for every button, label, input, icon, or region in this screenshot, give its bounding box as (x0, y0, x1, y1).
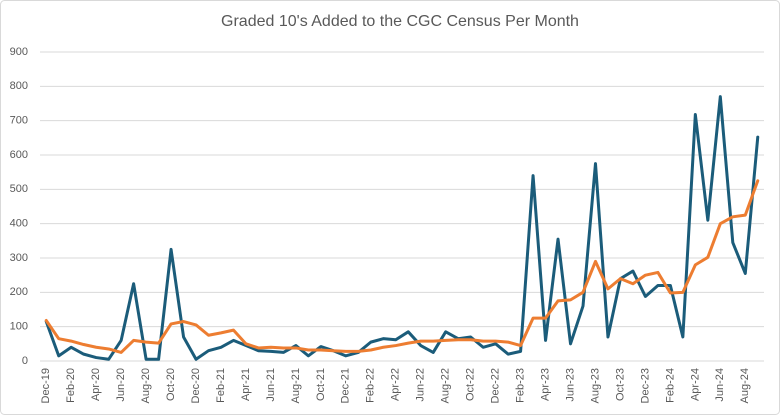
x-tick-label: Feb-20 (65, 368, 77, 403)
x-tick-label: Dec-19 (40, 368, 52, 403)
x-tick-label: Apr-24 (689, 368, 701, 401)
x-tick-label: Apr-23 (539, 368, 551, 401)
y-tick-label: 200 (10, 286, 28, 298)
x-tick-label: Jun-23 (564, 368, 576, 402)
y-tick-label: 500 (10, 183, 28, 195)
x-tick-label: Feb-23 (514, 368, 526, 403)
series-line (44, 95, 760, 361)
x-tick-label: Aug-23 (589, 368, 601, 403)
x-tick-label: Jun-20 (115, 368, 127, 402)
x-tick-label: Oct-23 (614, 368, 626, 401)
y-tick-label: 600 (10, 149, 28, 161)
x-tick-label: Dec-22 (490, 368, 502, 403)
chart-title: Graded 10's Added to the CGC Census Per … (221, 13, 579, 30)
series-line (44, 179, 760, 354)
y-tick-label: 300 (10, 252, 28, 264)
x-tick-label: Feb-24 (664, 368, 676, 403)
x-tick-label: Aug-22 (440, 368, 452, 403)
x-tick-label: Apr-21 (240, 368, 252, 401)
x-tick-label: Dec-23 (639, 368, 651, 403)
x-tick-label: Apr-20 (90, 368, 102, 401)
x-tick-label: Jun-24 (714, 368, 726, 402)
y-tick-label: 700 (10, 115, 28, 127)
x-tick-label: Jun-21 (265, 368, 277, 402)
x-tick-label: Dec-20 (190, 368, 202, 403)
y-tick-label: 900 (10, 46, 28, 58)
x-tick-label: Aug-20 (140, 368, 152, 403)
x-tick-label: Oct-21 (315, 368, 327, 401)
x-tick-label: Dec-21 (340, 368, 352, 403)
y-tick-label: 400 (10, 218, 28, 230)
x-tick-label: Oct-22 (465, 368, 477, 401)
x-tick-label: Aug-21 (290, 368, 302, 403)
x-tick-label: Jun-22 (415, 368, 427, 402)
x-tick-label: Feb-22 (365, 368, 377, 403)
x-tick-label: Aug-24 (739, 368, 751, 403)
x-tick-label: Feb-21 (215, 368, 227, 403)
x-tick-label: Oct-20 (165, 368, 177, 401)
x-tick-label: Apr-22 (390, 368, 402, 401)
y-tick-label: 0 (22, 355, 28, 367)
y-tick-label: 800 (10, 80, 28, 92)
y-tick-label: 100 (10, 321, 28, 333)
